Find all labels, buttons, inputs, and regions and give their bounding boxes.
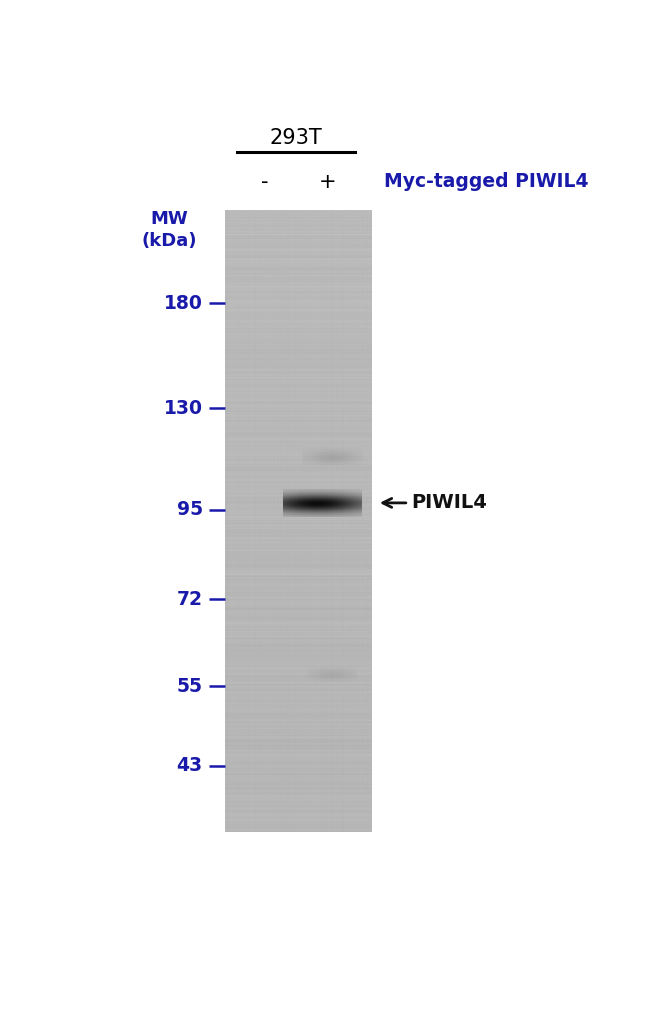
Text: +: + (318, 172, 336, 192)
Text: 43: 43 (177, 756, 203, 775)
Text: -: - (261, 172, 269, 192)
Text: Myc-tagged PIWIL4: Myc-tagged PIWIL4 (384, 173, 588, 191)
Text: 293T: 293T (270, 128, 322, 148)
Text: 55: 55 (177, 677, 203, 695)
Text: 95: 95 (177, 500, 203, 519)
Text: 72: 72 (177, 589, 203, 608)
Text: PIWIL4: PIWIL4 (411, 493, 487, 513)
Text: MW
(kDa): MW (kDa) (142, 211, 197, 250)
Text: 180: 180 (164, 294, 203, 313)
Text: 130: 130 (164, 399, 203, 418)
